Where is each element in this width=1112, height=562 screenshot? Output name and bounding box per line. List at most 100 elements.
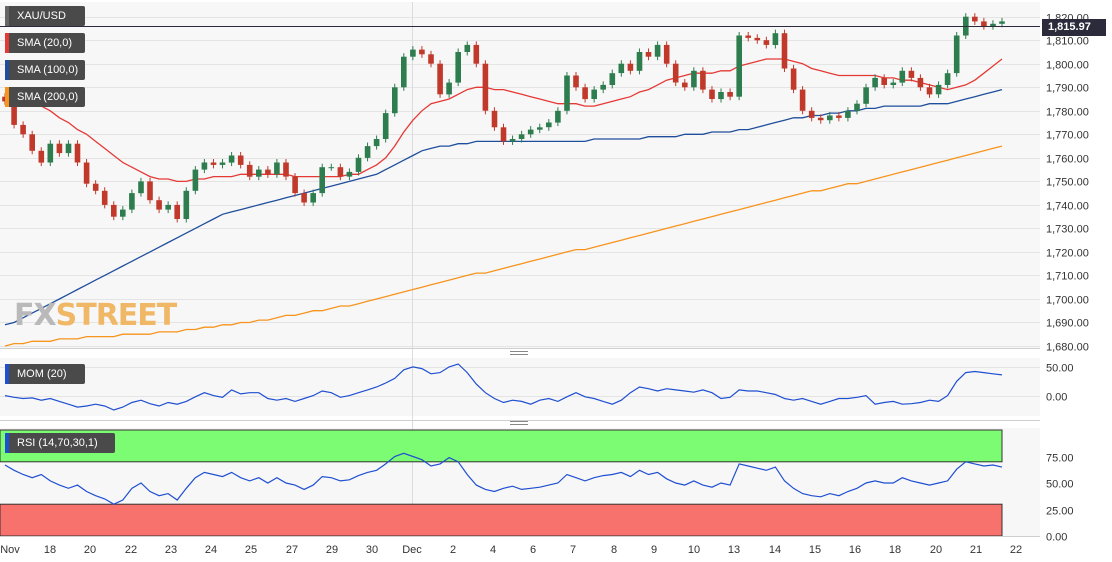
candle-body xyxy=(328,167,335,169)
price-tick-label: 1,750.00 xyxy=(1046,177,1089,189)
candle-body xyxy=(446,82,452,95)
x-tick-label: Nov xyxy=(0,544,20,556)
candle-body xyxy=(491,110,498,128)
candle-body xyxy=(935,84,942,95)
candle-body xyxy=(392,87,398,114)
candle-body xyxy=(682,82,688,88)
panel-resize-handle[interactable] xyxy=(510,351,528,355)
candle-body xyxy=(83,162,90,184)
legend-sma100[interactable]: SMA (100,0) xyxy=(5,60,85,80)
watermark-street: STREET xyxy=(55,298,178,333)
watermark-fx: FX xyxy=(14,298,57,333)
candle-body xyxy=(355,157,362,172)
candle-body xyxy=(790,68,797,90)
candle-body xyxy=(319,167,325,194)
candle-body xyxy=(464,44,471,52)
legend-sma20[interactable]: SMA (20,0) xyxy=(5,33,85,53)
candle-body xyxy=(618,63,625,74)
candle-body xyxy=(582,87,588,100)
candle-body xyxy=(283,162,289,177)
candle-body xyxy=(727,92,733,97)
candle-body xyxy=(129,193,135,210)
panel-resize-handle[interactable] xyxy=(510,421,528,425)
candle-body xyxy=(990,23,996,27)
candle-body xyxy=(591,89,597,99)
candle-body xyxy=(781,33,788,69)
price-tick-label: 1,780.00 xyxy=(1046,107,1089,119)
x-tick-label: 29 xyxy=(326,544,338,556)
rsi-oversold-zone xyxy=(0,503,1003,537)
x-tick-label: 6 xyxy=(530,544,536,556)
x-tick-label: 22 xyxy=(125,544,137,556)
candle-body xyxy=(808,110,815,118)
candle-body xyxy=(509,139,516,142)
candle-body xyxy=(156,200,162,210)
candle-body xyxy=(382,113,389,139)
candle-body xyxy=(672,63,679,83)
candle-body xyxy=(627,63,634,71)
legend-mom[interactable]: MOM (20) xyxy=(5,364,85,384)
x-tick-label: 20 xyxy=(84,544,96,556)
candle-body xyxy=(926,87,933,95)
candle-body xyxy=(147,181,153,201)
candle-body xyxy=(473,44,480,64)
candle-body xyxy=(310,193,316,203)
candle-body xyxy=(337,167,344,177)
candle-body xyxy=(192,169,199,191)
candle-body xyxy=(663,44,670,64)
candle-body xyxy=(346,171,353,177)
candle-body xyxy=(817,117,824,121)
symbol-tag[interactable]: XAU/USD xyxy=(5,6,85,26)
candle-body xyxy=(274,162,280,175)
x-tick-label: 15 xyxy=(809,544,821,556)
candle-body xyxy=(246,164,253,177)
legend-sma200[interactable]: SMA (200,0) xyxy=(5,87,85,107)
candle-body xyxy=(401,56,407,88)
legend-sma100-label: SMA (100,0) xyxy=(17,64,79,76)
candle-body xyxy=(174,204,180,219)
legend-sma200-label: SMA (200,0) xyxy=(17,91,79,103)
candle-body xyxy=(953,35,960,74)
candle-body xyxy=(138,181,144,194)
candle-body xyxy=(600,84,606,90)
x-tick-label: 7 xyxy=(570,544,576,556)
x-tick-label: 9 xyxy=(651,544,657,556)
candle-body xyxy=(120,209,126,217)
price-tick-label: 1,790.00 xyxy=(1046,83,1089,95)
last-price-value: 1,815.97 xyxy=(1048,20,1091,33)
candle-body xyxy=(500,127,507,142)
candle-body xyxy=(228,155,235,163)
candle-body xyxy=(56,143,63,154)
candle-body xyxy=(292,176,298,194)
price-tick-label: 1,770.00 xyxy=(1046,130,1089,142)
candle-body xyxy=(981,21,987,27)
x-tick-label: 13 xyxy=(728,544,740,556)
sma200-line xyxy=(4,145,1003,347)
candle-body xyxy=(636,52,643,71)
candle-body xyxy=(999,21,1005,24)
candle-body xyxy=(74,143,81,163)
candle-body xyxy=(854,103,860,111)
candle-body xyxy=(872,77,878,88)
candle-body xyxy=(219,162,226,165)
mom-line xyxy=(4,363,1003,411)
legend-rsi[interactable]: RSI (14,70,30,1) xyxy=(5,433,115,453)
candle-body xyxy=(29,134,35,151)
candle-body xyxy=(972,16,978,22)
price-tick-label: 1,720.00 xyxy=(1046,248,1089,260)
candle-body xyxy=(863,87,869,104)
candle-body xyxy=(709,89,715,99)
x-tick-label: 18 xyxy=(44,544,56,556)
candle-body xyxy=(47,143,54,163)
candle-body xyxy=(428,54,434,64)
x-tick-label: 14 xyxy=(769,544,781,556)
candle-body xyxy=(301,193,307,203)
x-tick-label: 16 xyxy=(849,544,861,556)
price-tick-label: 1,800.00 xyxy=(1046,60,1089,72)
price-tick-label: 1,730.00 xyxy=(1046,224,1089,236)
candle-body xyxy=(944,73,951,85)
price-tick-label: 1,680.00 xyxy=(1046,342,1089,354)
candle-body xyxy=(364,146,371,158)
candle-body xyxy=(518,134,525,139)
rsi-overbought-zone xyxy=(0,429,1003,463)
